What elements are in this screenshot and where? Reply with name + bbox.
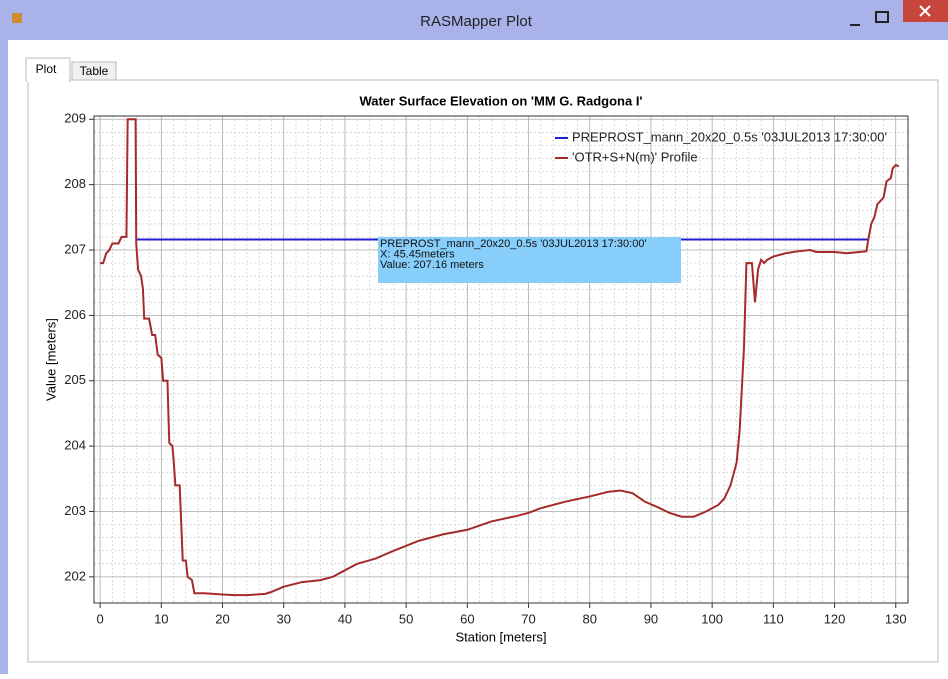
tab-label: Table	[80, 64, 109, 78]
x-tick-label: 130	[885, 611, 907, 626]
legend-label: 'OTR+S+N(m)' Profile	[572, 149, 698, 164]
app-icon	[12, 13, 22, 23]
title-bar	[0, 0, 948, 40]
tab-label: Plot	[36, 62, 57, 76]
y-tick-label: 208	[64, 176, 86, 191]
x-tick-label: 20	[215, 611, 229, 626]
tooltip-line: Value: 207.16 meters	[380, 259, 484, 271]
maximize-button[interactable]	[875, 11, 889, 23]
legend-label: PREPROST_mann_20x20_0.5s '03JUL2013 17:3…	[572, 129, 887, 144]
plot-area	[94, 116, 908, 603]
x-tick-label: 120	[824, 611, 846, 626]
plot-border	[93, 115, 909, 604]
x-tick-label: 110	[763, 611, 784, 626]
x-tick-label: 70	[521, 611, 535, 626]
y-axis-label: Value [meters]	[43, 318, 58, 401]
chart-title: Water Surface Elevation on 'MM G. Radgon…	[359, 93, 642, 108]
y-tick-label: 205	[64, 372, 86, 387]
x-tick-label: 40	[338, 611, 352, 626]
tooltip-line: PREPROST_mann_20x20_0.5s '03JUL2013 17:3…	[380, 238, 647, 250]
left-border	[0, 40, 8, 674]
series-line	[100, 118, 900, 597]
y-tick-label: 203	[64, 503, 86, 518]
tab-join	[27, 79, 69, 82]
y-tick-label: 204	[64, 438, 86, 453]
y-tick-label: 202	[64, 568, 86, 583]
y-tick-label: 207	[64, 241, 86, 256]
window-title: RASMapper Plot	[420, 13, 533, 30]
y-tick-label: 206	[64, 307, 86, 322]
x-tick-label: 60	[460, 611, 474, 626]
tooltip-box	[378, 237, 681, 283]
x-axis-label: Station [meters]	[455, 629, 546, 644]
x-tick-label: 0	[97, 611, 104, 626]
x-tick-label: 90	[644, 611, 658, 626]
x-tick-label: 80	[583, 611, 597, 626]
x-tick-label: 50	[399, 611, 413, 626]
x-tick-label: 30	[276, 611, 290, 626]
x-tick-label: 100	[701, 611, 723, 626]
tab-table[interactable]	[71, 61, 117, 81]
x-tick-label: 10	[154, 611, 168, 626]
tooltip-line: X: 45.45meters	[380, 248, 455, 260]
close-icon	[919, 5, 931, 17]
tab-panel	[27, 79, 939, 663]
y-tick-label: 209	[64, 111, 86, 126]
